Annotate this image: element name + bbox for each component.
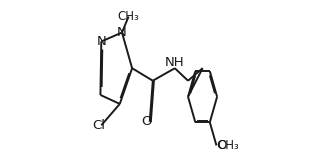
Text: N: N	[117, 26, 127, 39]
Text: NH: NH	[165, 56, 185, 69]
Text: CH₃: CH₃	[118, 10, 139, 23]
Text: CH₃: CH₃	[217, 139, 239, 152]
Text: O: O	[217, 139, 227, 152]
Text: O: O	[142, 115, 152, 128]
Text: N: N	[96, 35, 106, 48]
Text: Cl: Cl	[92, 119, 105, 132]
